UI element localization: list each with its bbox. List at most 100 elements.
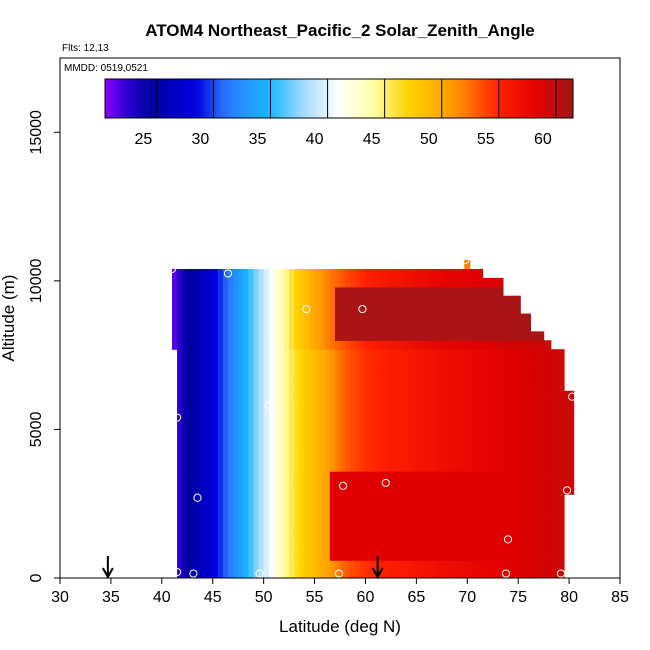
heatmap-cell (416, 340, 423, 350)
heatmap-cell (513, 569, 519, 578)
heatmap-cell (278, 515, 285, 526)
heatmap-cell (411, 524, 417, 535)
heatmap-cell (497, 399, 504, 410)
heatmap-cell (278, 551, 285, 561)
heatmap-cell (202, 295, 209, 306)
heatmap-cell (299, 286, 305, 297)
heatmap-cell (431, 364, 438, 374)
heatmap-cell (411, 551, 417, 561)
heatmap-cell (538, 426, 545, 436)
heatmap-cell (228, 313, 234, 324)
heatmap-cell (431, 435, 438, 445)
heatmap-cell (253, 390, 260, 401)
heatmap-cell (375, 304, 382, 315)
heatmap-cell (436, 340, 443, 350)
heatmap-cell (492, 497, 499, 508)
heatmap-cell (329, 408, 336, 419)
heatmap-cell (182, 340, 188, 350)
heatmap-cell (492, 444, 499, 454)
heatmap-cell (334, 479, 341, 490)
heatmap-cell (457, 426, 463, 436)
heatmap-cell (273, 515, 280, 526)
heatmap-cell (345, 524, 351, 535)
heatmap-cell (253, 268, 260, 279)
colorbar-tick-label: 30 (192, 131, 210, 148)
latitude-arrows (101, 556, 384, 580)
heatmap-cell (187, 390, 193, 401)
heatmap-cell (319, 488, 326, 499)
heatmap-cell (294, 399, 300, 410)
heatmap-cell (401, 435, 407, 445)
heatmap-cell (304, 444, 311, 454)
heatmap-cell (462, 560, 468, 570)
heatmap-cell (508, 295, 514, 306)
heatmap-cell (370, 551, 377, 561)
heatmap-cell (340, 417, 346, 428)
heatmap-cell (248, 506, 255, 517)
heatmap-cell (268, 497, 275, 508)
heatmap-cell (233, 364, 239, 374)
heatmap-cell (431, 304, 438, 315)
heatmap-cell (385, 417, 392, 428)
heatmap-cell (309, 313, 316, 324)
heatmap-cell (508, 497, 514, 508)
heatmap-cell (528, 417, 535, 428)
heatmap-cell (436, 364, 443, 374)
heatmap-cell (278, 444, 285, 454)
heatmap-cell (192, 331, 199, 341)
heatmap-cell (177, 372, 183, 383)
heatmap-cell (177, 277, 183, 288)
heatmap-cell (462, 471, 468, 481)
heatmap-cell (446, 408, 453, 419)
heatmap-cell (202, 533, 209, 543)
heatmap-cell (431, 399, 438, 410)
heatmap-cell (222, 286, 229, 297)
heatmap-cell (477, 444, 484, 454)
heatmap-cell (538, 488, 545, 499)
heatmap-cell (365, 340, 372, 350)
heatmap-cell (360, 462, 367, 472)
heatmap-cell (334, 355, 341, 365)
heatmap-cell (513, 515, 519, 526)
heatmap-cell (518, 462, 524, 472)
heatmap-cell (228, 462, 234, 472)
heatmap-cell (314, 390, 321, 401)
heatmap-cell (334, 524, 341, 535)
heatmap-cell (304, 286, 311, 297)
heatmap-cell (446, 268, 453, 279)
heatmap-cell (217, 313, 224, 324)
heatmap-cell (273, 268, 280, 279)
heatmap-cell (452, 295, 458, 306)
heatmap-cell (497, 426, 504, 436)
heatmap-cell (436, 471, 443, 481)
heatmap-cell (289, 471, 295, 481)
heatmap-cell (263, 497, 270, 508)
heatmap-cell (385, 444, 392, 454)
heatmap-cell (528, 408, 535, 419)
heatmap-cell (523, 515, 529, 526)
heatmap-cell (406, 471, 412, 481)
heatmap-cell (187, 551, 193, 561)
heatmap-cell (370, 426, 377, 436)
heatmap-cell (360, 286, 367, 297)
heatmap-cell (177, 497, 183, 508)
heatmap-cell (187, 364, 193, 374)
flight-marker (532, 310, 541, 320)
heatmap-cell (233, 524, 239, 535)
heatmap-cell (248, 364, 255, 374)
heatmap-cell (558, 524, 565, 535)
heatmap-cell (523, 462, 529, 472)
heatmap-cell (360, 471, 367, 481)
heatmap-cell (345, 286, 351, 297)
heatmap-cell (177, 542, 183, 552)
heatmap-cell (462, 286, 468, 297)
heatmap-cell (497, 349, 504, 356)
heatmap-cell (508, 471, 514, 481)
heatmap-cell (233, 479, 239, 490)
heatmap-cell (329, 313, 336, 324)
heatmap-cell (263, 408, 270, 419)
heatmap-cell (380, 331, 387, 341)
heatmap-cell (360, 560, 367, 570)
heatmap-cell (258, 372, 265, 383)
heatmap-cell (396, 304, 402, 315)
